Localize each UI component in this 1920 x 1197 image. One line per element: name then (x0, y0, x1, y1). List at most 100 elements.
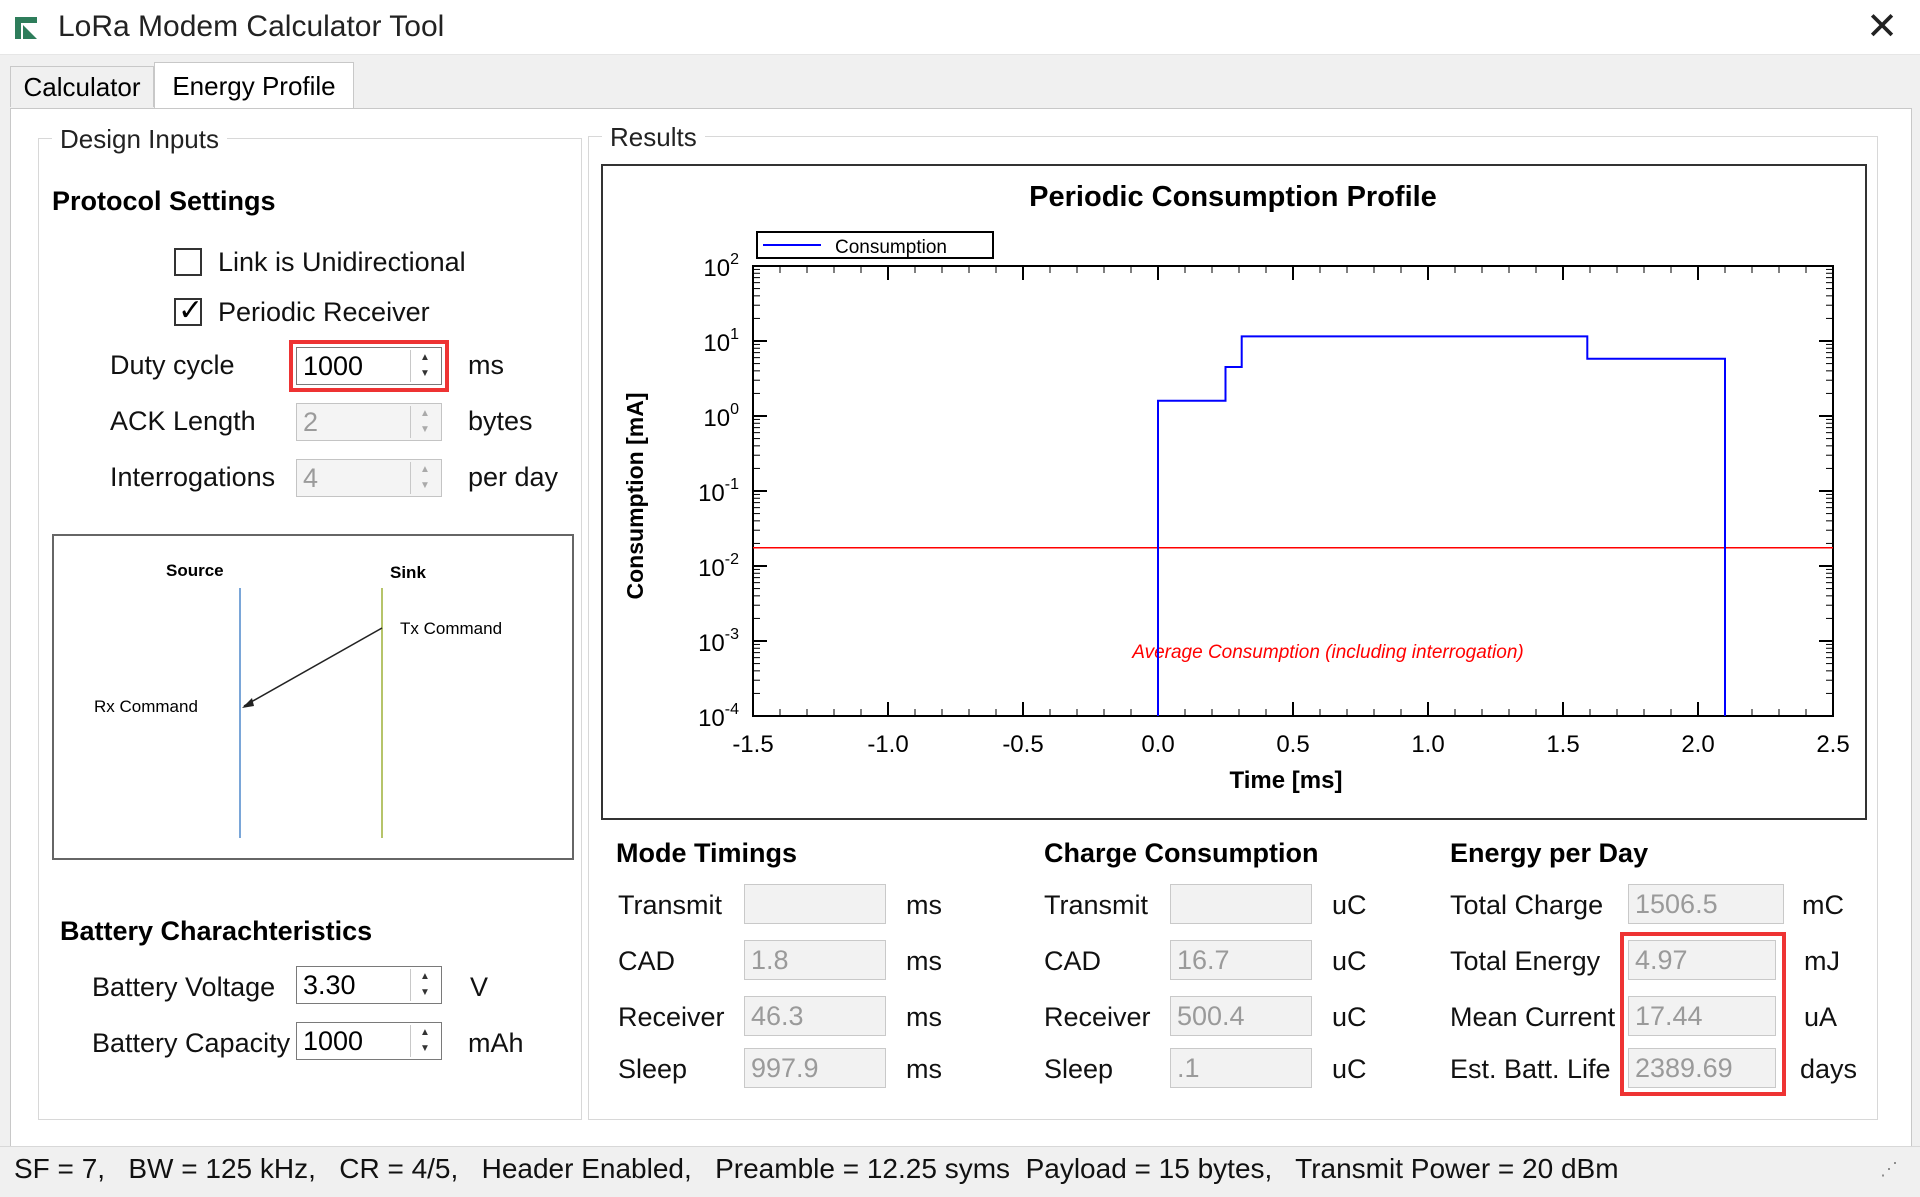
close-icon[interactable]: ✕ (1866, 6, 1898, 48)
spin-down-icon: ▼ (420, 424, 430, 435)
results-label: Results (602, 122, 705, 153)
average-consumption-label: Average Consumption (including interroga… (1131, 642, 1524, 663)
charge-receiver-unit: uC (1332, 1002, 1367, 1032)
total-charge-field: 1506.5 (1628, 884, 1784, 924)
battery-capacity-value[interactable]: 1000 (303, 1026, 364, 1056)
interrogations-stepper: 4 ▲ ▼ (296, 459, 442, 497)
mode-sleep-unit: ms (906, 1054, 942, 1084)
total-energy-field: 4.97 (1628, 940, 1776, 980)
battery-capacity-unit: mAh (468, 1028, 524, 1058)
spin-down-icon[interactable]: ▼ (420, 368, 430, 379)
batt-life-value: 2389.69 (1635, 1053, 1733, 1083)
x-tick-label: 0.5 (1276, 731, 1309, 758)
batt-life-label: Est. Batt. Life (1450, 1054, 1611, 1084)
mode-transmit-unit: ms (906, 890, 942, 920)
spin-up-icon[interactable]: ▲ (420, 1027, 430, 1038)
design-inputs-group (38, 138, 582, 1120)
mode-cad-field: 1.8 (744, 940, 886, 980)
batt-life-unit: days (1800, 1054, 1858, 1084)
battery-capacity-stepper[interactable]: 1000 ▲ ▼ (296, 1022, 442, 1060)
y-tick-label: 10-3 (698, 626, 739, 657)
interrogations-unit: per day (468, 462, 559, 492)
arrow-head-icon (242, 698, 254, 708)
app-icon (12, 14, 40, 42)
battery-voltage-label: Battery Voltage (92, 972, 276, 1002)
spin-down-icon: ▼ (420, 480, 430, 491)
charge-cad-unit: uC (1332, 946, 1367, 976)
y-axis-label: Consumption [mA] (622, 393, 648, 600)
y-tick-label: 101 (703, 326, 739, 357)
y-tick-label: 10-4 (698, 701, 739, 732)
charge-sleep-label: Sleep (1044, 1054, 1114, 1084)
mean-current-label: Mean Current (1450, 1002, 1616, 1032)
spin-up-icon[interactable]: ▲ (420, 971, 430, 982)
mode-transmit-field (744, 884, 886, 924)
source-sink-diagram: Source Sink Tx Command Rx Command (52, 534, 574, 860)
charge-transmit-unit: uC (1332, 890, 1367, 920)
total-charge-label: Total Charge (1450, 890, 1604, 920)
total-charge-value: 1506.5 (1635, 889, 1718, 919)
duty-cycle-unit: ms (468, 350, 504, 380)
x-tick-label: -0.5 (1002, 731, 1043, 758)
energy-results-highlight (1620, 932, 1786, 1096)
duty-cycle-value[interactable]: 1000 (303, 351, 364, 381)
y-tick-label: 102 (703, 251, 739, 282)
duty-cycle-label: Duty cycle (110, 350, 235, 380)
window-title: LoRa Modem Calculator Tool (58, 10, 445, 43)
mean-current-unit: uA (1804, 1002, 1838, 1032)
charge-receiver-field: 500.4 (1170, 996, 1312, 1036)
battery-heading: Battery Charachteristics (60, 916, 373, 946)
spin-up-icon: ▲ (420, 464, 430, 475)
chart-svg: Periodic Consumption Profile Consumption… (622, 181, 1850, 794)
total-charge-unit: mC (1802, 890, 1844, 920)
tab-calculator[interactable]: Calculator (10, 66, 154, 107)
charge-receiver-value: 500.4 (1177, 1001, 1245, 1031)
mode-receiver-unit: ms (906, 1002, 942, 1032)
consumption-series-line (1157, 335, 1726, 716)
status-text: SF = 7, BW = 125 kHz, CR = 4/5, Header E… (14, 1153, 1619, 1184)
mode-sleep-value: 997.9 (751, 1053, 819, 1083)
charge-transmit-label: Transmit (1044, 890, 1149, 920)
results-group (588, 136, 1878, 1120)
charge-receiver-label: Receiver (1044, 1002, 1151, 1032)
battery-voltage-stepper[interactable]: 3.30 ▲ ▼ (296, 966, 442, 1004)
battery-voltage-value[interactable]: 3.30 (303, 970, 356, 1000)
y-tick-label: 10-2 (698, 551, 739, 582)
charge-consumption-heading: Charge Consumption (1044, 838, 1319, 868)
duty-cycle-stepper[interactable]: 1000 ▲ ▼ (296, 347, 442, 385)
resize-grip-icon[interactable]: ⋰ (1880, 1159, 1898, 1179)
energy-per-day-heading: Energy per Day (1450, 838, 1649, 868)
mean-current-value: 17.44 (1635, 1001, 1703, 1031)
x-tick-label: 1.0 (1411, 731, 1444, 758)
total-energy-unit: mJ (1804, 946, 1840, 976)
periodic-receiver-checkbox[interactable]: ✓ (174, 294, 203, 327)
spin-down-icon[interactable]: ▼ (420, 987, 430, 998)
y-tick-label: 10-1 (698, 476, 739, 507)
tab-energy-profile[interactable]: Energy Profile (154, 62, 354, 111)
x-tick-label: -1.5 (732, 731, 773, 758)
periodic-receiver-label: Periodic Receiver (218, 297, 430, 327)
mode-cad-value: 1.8 (751, 945, 789, 975)
spin-up-icon[interactable]: ▲ (420, 352, 430, 363)
title-bar: LoRa Modem Calculator Tool ✕ (0, 0, 1920, 55)
total-energy-label: Total Energy (1450, 946, 1601, 976)
mode-cad-label: CAD (618, 946, 676, 976)
ack-length-value: 2 (303, 407, 319, 437)
charge-transmit-field (1170, 884, 1312, 924)
mode-timings-heading: Mode Timings (616, 838, 798, 868)
spin-down-icon[interactable]: ▼ (420, 1043, 430, 1054)
ack-length-label: ACK Length (110, 406, 256, 436)
duty-cycle-highlight (289, 340, 449, 392)
mode-receiver-label: Receiver (618, 1002, 725, 1032)
link-unidirectional-checkbox[interactable] (174, 248, 202, 276)
x-tick-label: 2.0 (1681, 731, 1714, 758)
design-inputs-label: Design Inputs (52, 124, 227, 155)
charge-sleep-unit: uC (1332, 1054, 1367, 1084)
spin-up-icon: ▲ (420, 408, 430, 419)
charge-cad-value: 16.7 (1177, 945, 1230, 975)
mean-current-field: 17.44 (1628, 996, 1776, 1036)
x-tick-label: 2.5 (1816, 731, 1849, 758)
mode-sleep-field: 997.9 (744, 1048, 886, 1088)
ack-length-stepper: 2 ▲ ▼ (296, 403, 442, 441)
mode-cad-unit: ms (906, 946, 942, 976)
